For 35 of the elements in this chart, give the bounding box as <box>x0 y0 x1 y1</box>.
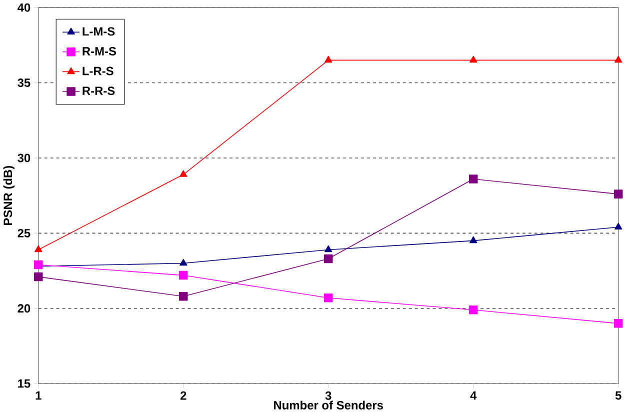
y-tick-label: 40 <box>18 3 30 12</box>
x-tick-label: 3 <box>325 391 332 400</box>
point <box>614 222 622 230</box>
legend-label: L-M-S <box>82 27 115 36</box>
point <box>470 56 478 63</box>
point <box>178 292 188 301</box>
point <box>468 306 478 314</box>
point <box>614 319 623 328</box>
legend-label: R-R-S <box>82 86 115 96</box>
point <box>324 56 332 63</box>
legend-label: R-M-S <box>82 47 116 56</box>
y-tick-label: 35 <box>18 78 30 88</box>
point <box>324 245 332 252</box>
y-tick-label: 15 <box>18 380 30 388</box>
x-axis-title: Number of Senders <box>274 400 383 410</box>
y-axis-title: PSNR (dB) <box>3 166 14 226</box>
y-tick-label: 25 <box>18 229 30 238</box>
point <box>614 190 623 199</box>
y-tick-label: 30 <box>18 154 30 162</box>
point <box>468 174 478 184</box>
legend-label: L-R-S <box>82 66 114 76</box>
point <box>470 236 478 244</box>
y-tick-label: 20 <box>18 304 30 313</box>
point <box>178 271 188 280</box>
point <box>180 170 188 177</box>
x-tick-label: 4 <box>470 391 477 400</box>
point <box>324 294 333 302</box>
x-tick-label: 2 <box>180 391 186 400</box>
x-tick-label: 1 <box>36 391 42 400</box>
point <box>180 258 188 266</box>
point <box>614 56 622 63</box>
point <box>34 245 42 252</box>
point <box>324 254 333 264</box>
x-tick-label: 5 <box>615 391 622 400</box>
point <box>34 272 43 282</box>
